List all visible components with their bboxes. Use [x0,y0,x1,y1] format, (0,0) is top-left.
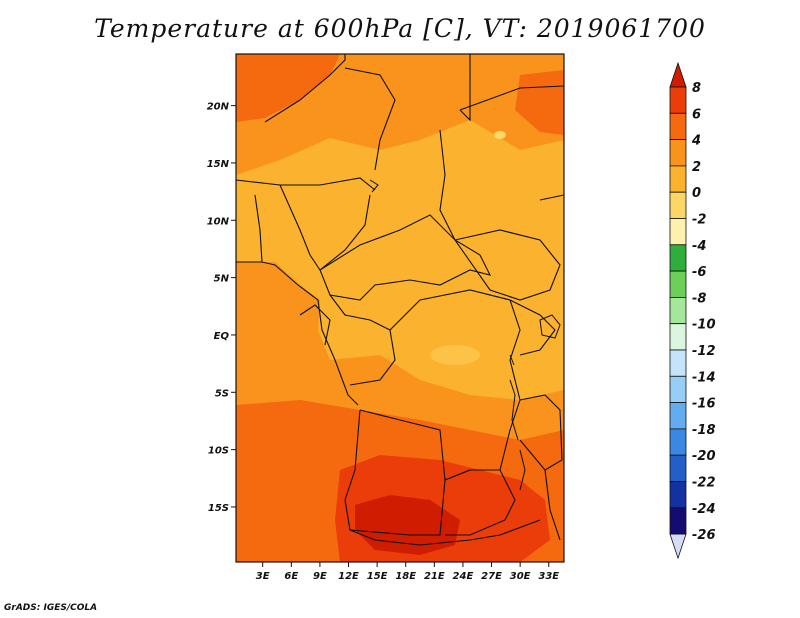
lat-tick-label: 10S [208,446,229,457]
border-egypt-sudan [459,85,564,111]
border-drc [359,289,521,481]
colorbar-label: -2 [692,213,706,228]
lat-tick-label: EQ [214,331,230,342]
country-borders [236,54,564,546]
colorbar-label: -18 [692,423,716,438]
border-libya-chad [344,67,396,171]
lake-tanganyika [509,379,519,441]
border-gabon [299,304,331,346]
field-spot-1 [494,131,506,139]
latitude-axis: 20N 15N 10N 5N EQ 5S 10S 15S [207,102,236,514]
colorbar-label: -10 [692,318,716,333]
colorbar-box [669,270,687,298]
colorbar-box [669,165,687,193]
longitude-axis: 3E 6E 9E 12E 15E 18E 21E 24E 27E 30E 33E [256,562,559,582]
colorbar-box [669,349,687,377]
colorbar-box [669,139,687,167]
colorbar-top-arrow [669,61,687,88]
lon-tick-label: 33E [538,571,559,582]
border-egypt-libya [459,54,471,122]
colorbar-label: -24 [692,502,716,517]
border-south-sudan [454,229,561,301]
colorbar-label: -26 [692,528,716,543]
lat-tick-label: 15N [207,159,230,170]
lon-tick-label: 21E [424,571,445,582]
colorbar-box [669,323,687,351]
colorbar-box [669,191,687,219]
colorbar-box [669,375,687,403]
border-algeria-libya [264,54,346,123]
border-namibia [349,519,541,546]
lake-victoria [539,314,561,339]
colorbar-label: -14 [692,370,716,385]
border-nigeria-benin [254,194,263,263]
border-car [319,214,492,301]
lon-tick-label: 15E [367,571,388,582]
colorbar-label: -4 [692,239,706,254]
lake-malawi [519,449,526,491]
lake-kivu [509,354,515,366]
colorbar-label: 8 [692,81,701,96]
colorbar-box [669,454,687,482]
border-zambia [444,469,516,536]
lat-tick-label: 15S [208,503,229,514]
lat-tick-label: 5N [214,274,230,285]
colorbar-label: 2 [692,160,701,175]
lat-tick-label: 10N [207,216,230,227]
border-uganda-kenya [509,299,556,356]
colorbar-label: -8 [692,291,706,306]
colorbar-label: -22 [692,476,716,491]
colorbar-label: -6 [692,265,706,280]
colorbar-bottom-arrow [669,533,687,560]
colorbar-box [669,86,687,114]
lon-tick-label: 6E [284,571,298,582]
map-frame [235,53,565,563]
border-niger-nigeria [236,177,376,191]
colorbar-box [669,218,687,246]
lat-tick-label: 20N [207,102,230,113]
lat-tick-label: 5S [215,388,229,399]
colorbar-box [669,112,687,141]
lon-tick-label: 9E [313,571,327,582]
border-coast [236,261,359,406]
colorbar-box [669,296,687,325]
field-region-south-hottest [355,495,460,555]
lake-chad [369,179,379,193]
colorbar-box [669,507,687,535]
colorbar-label: 4 [691,134,701,149]
colorbar-label: 6 [692,107,701,122]
field-region-northwest-hot [236,54,340,122]
colorbar-label: -16 [692,397,716,412]
colorbar-box [669,402,687,430]
lon-tick-label: 12E [338,571,359,582]
border-chad-sudan [439,129,456,241]
lon-tick-label: 3E [256,571,270,582]
border-mozambique [544,469,561,541]
lon-tick-label: 24E [453,571,474,582]
lon-tick-label: 30E [510,571,531,582]
border-ethiopia [539,194,564,201]
lon-tick-label: 18E [395,571,416,582]
temperature-field [236,54,564,562]
colorbar-label: -20 [692,449,716,464]
colorbar-box [669,244,687,272]
field-region-northcentral-warm [380,65,470,120]
lakes [369,179,561,491]
colorbar: 8 6 4 2 0 -2 -4 -6 -8 -10 -12 -14 -16 -18 -20 -22 -24 -26 [669,61,716,560]
colorbar-label: 0 [692,186,701,201]
chart-title: Temperature at 600hPa [C], VT: 201906170… [94,14,706,43]
colorbar-box [669,428,687,456]
colorbar-label: -12 [692,344,716,359]
border-tanzania [519,394,563,471]
colorbar-box [669,481,687,509]
lon-tick-label: 27E [481,571,502,582]
credit-text: GrADS: IGES/COLA [4,603,98,613]
field-spot-2 [430,345,480,365]
